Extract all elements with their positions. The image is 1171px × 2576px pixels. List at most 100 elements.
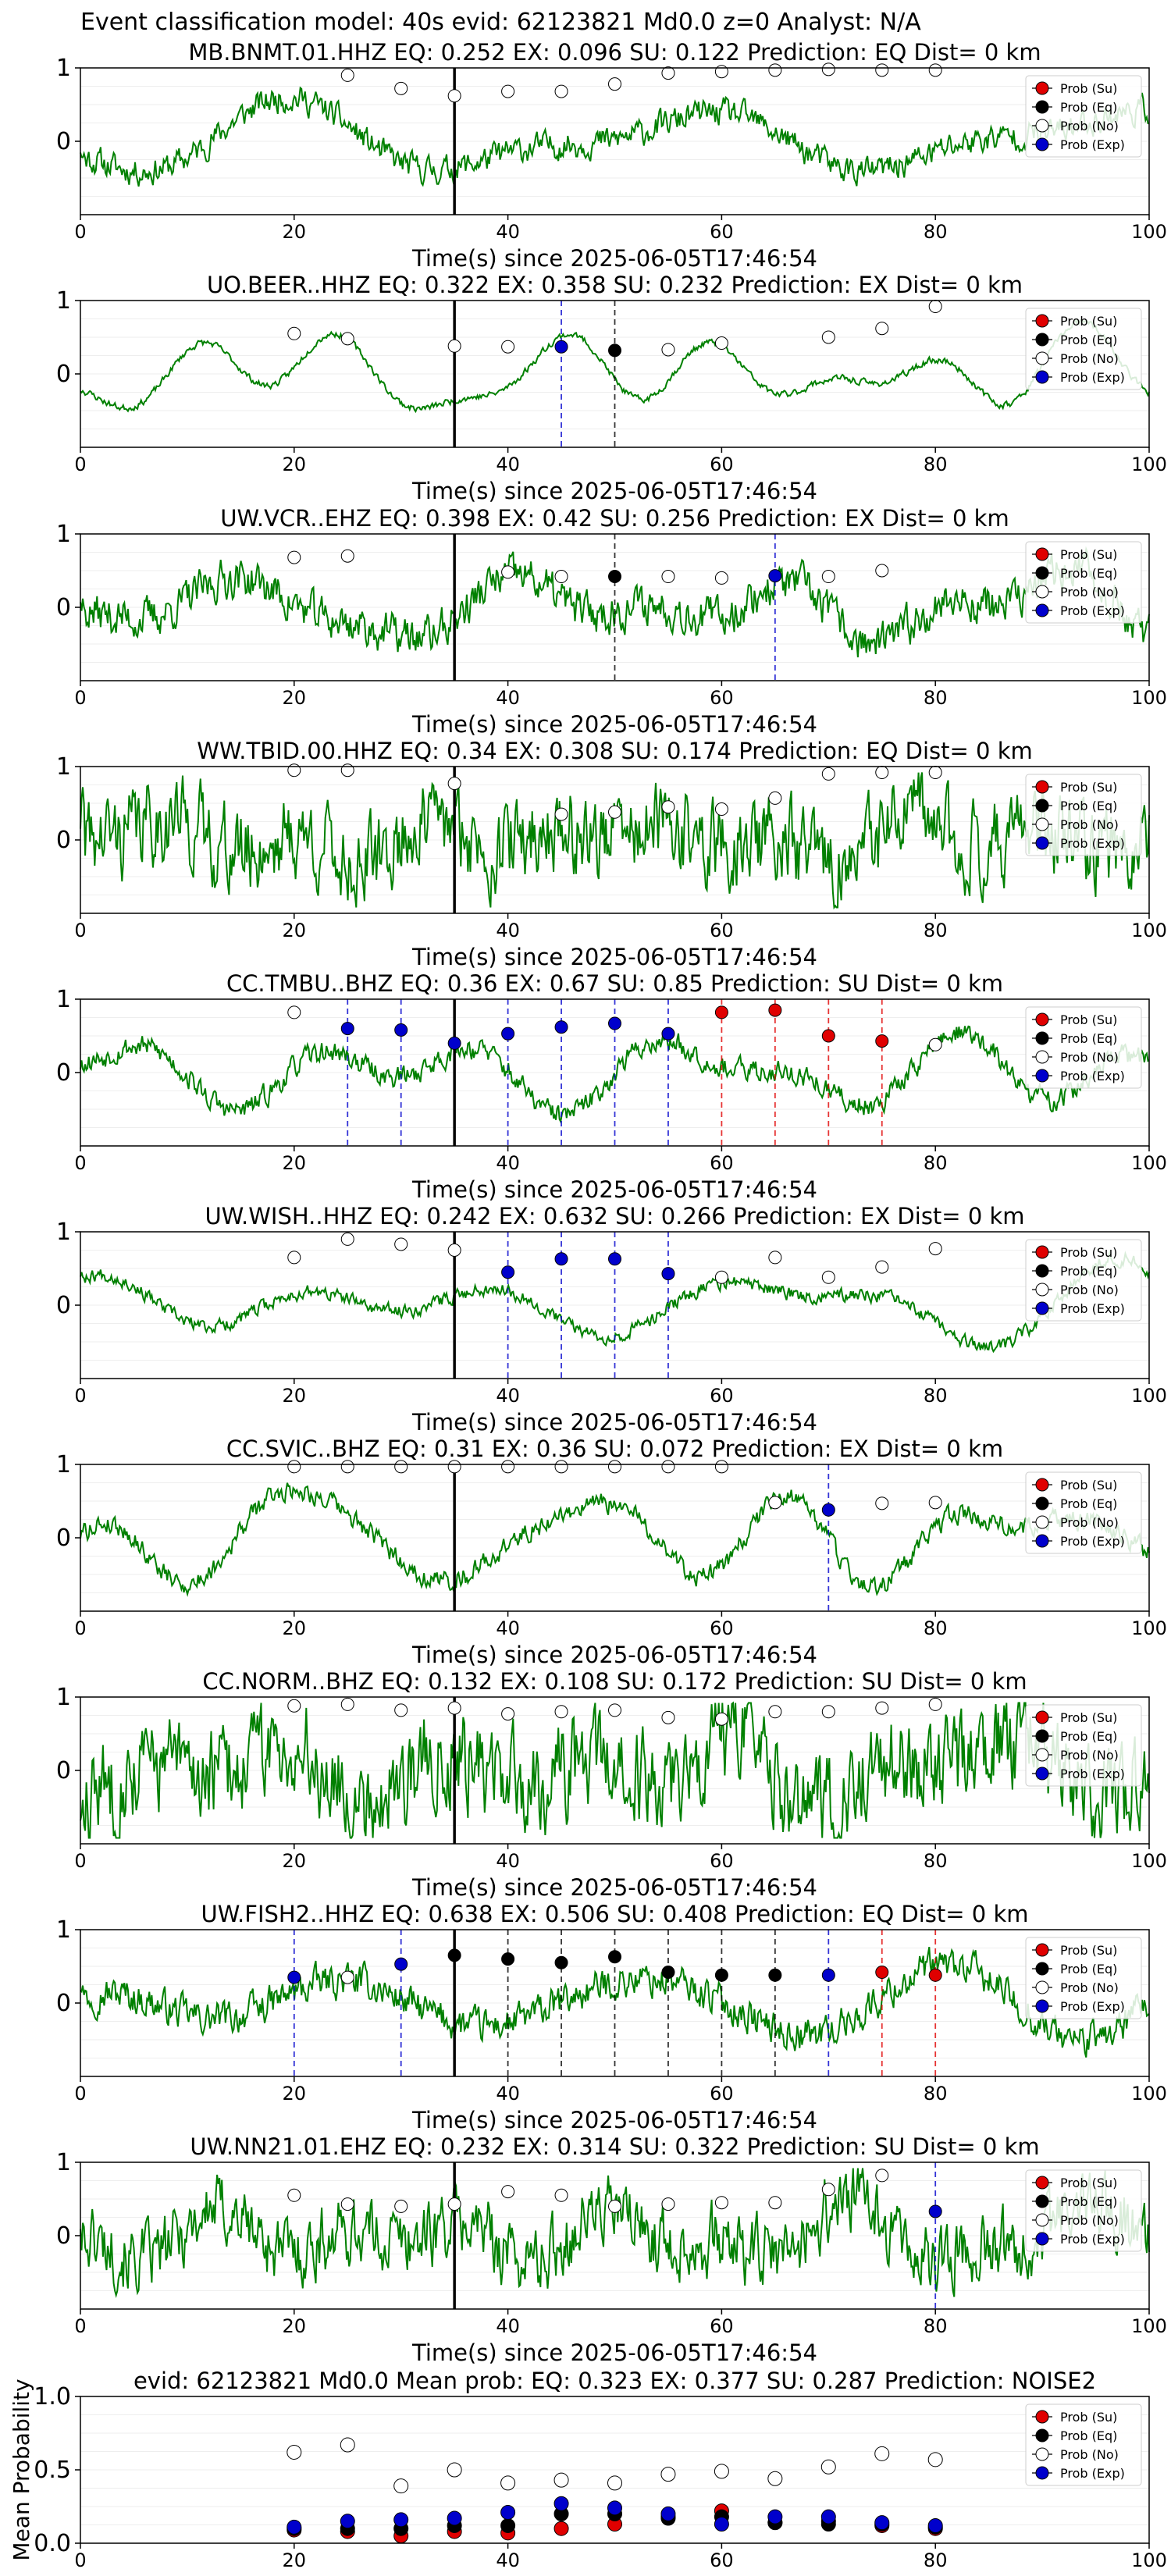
y-tick-label: 0 bbox=[56, 361, 71, 388]
x-tick-label: 100 bbox=[1131, 1152, 1167, 1174]
legend-marker-no bbox=[1035, 119, 1049, 133]
legend-label-no: Prob (No) bbox=[1060, 1283, 1119, 1297]
prob-marker-no bbox=[501, 2185, 515, 2199]
panel-9: UW.FISH2..HHZ EQ: 0.638 EX: 0.506 SU: 0.… bbox=[56, 1901, 1167, 2133]
prob-marker-no bbox=[821, 570, 835, 584]
prob-marker-no bbox=[501, 84, 515, 98]
y-tick-label: 1 bbox=[56, 1451, 71, 1478]
mean-marker-exp bbox=[927, 2517, 943, 2533]
x-tick-label: 60 bbox=[710, 920, 734, 941]
prob-marker-no bbox=[661, 343, 675, 357]
prob-marker-no bbox=[394, 81, 408, 95]
prob-marker-no bbox=[768, 63, 782, 77]
prob-marker-no bbox=[768, 791, 782, 805]
x-tick-label: 0 bbox=[74, 1617, 86, 1639]
prob-marker-no bbox=[714, 802, 728, 817]
waveform-trace bbox=[80, 1947, 1150, 2058]
prob-marker-no bbox=[608, 805, 621, 819]
legend-marker-su bbox=[1035, 1012, 1049, 1026]
x-tick-label: 80 bbox=[924, 1152, 948, 1174]
prob-marker-exp bbox=[608, 1016, 621, 1030]
prob-marker-no bbox=[875, 322, 889, 336]
mean-marker-no bbox=[500, 2475, 516, 2491]
prob-marker-exp bbox=[554, 1252, 568, 1266]
x-tick-label: 20 bbox=[283, 1152, 307, 1174]
mean-marker-exp bbox=[500, 2505, 516, 2521]
prob-marker-no bbox=[554, 807, 568, 821]
prob-marker-no bbox=[875, 766, 889, 780]
mean-marker-exp bbox=[393, 2512, 409, 2528]
mean-marker-exp bbox=[660, 2506, 676, 2521]
y-tick-label: 0 bbox=[56, 1059, 71, 1087]
prob-marker-no bbox=[340, 2197, 354, 2211]
legend-marker-no bbox=[1035, 1283, 1049, 1297]
y-tick-label: 1 bbox=[56, 1684, 71, 1711]
prob-marker-exp bbox=[821, 1968, 835, 1982]
x-tick-label: 0 bbox=[74, 1850, 86, 1872]
prob-marker-no bbox=[447, 2197, 461, 2211]
legend-box bbox=[1025, 75, 1142, 158]
legend-label-no: Prob (No) bbox=[1060, 817, 1119, 832]
legend-marker-no bbox=[1035, 2213, 1049, 2227]
prob-marker-no bbox=[394, 1237, 408, 1251]
mean-marker-exp bbox=[447, 2510, 462, 2526]
prob-marker-su bbox=[875, 1966, 889, 1980]
panel-11: evid: 62123821 Md0.0 Mean prob: EQ: 0.32… bbox=[9, 2368, 1167, 2571]
x-tick-label: 40 bbox=[496, 920, 520, 941]
prob-marker-no bbox=[287, 1251, 301, 1265]
legend-label-eq: Prob (Eq) bbox=[1060, 799, 1117, 813]
legend-marker-su bbox=[1035, 2410, 1049, 2424]
x-tick-label: 0 bbox=[74, 920, 86, 941]
x-tick-label: 80 bbox=[924, 687, 948, 709]
legend-marker-su bbox=[1035, 547, 1049, 561]
y-tick-label: 1 bbox=[56, 2149, 71, 2176]
x-tick-label: 40 bbox=[496, 1152, 520, 1174]
legend-box bbox=[1025, 1006, 1142, 1089]
x-tick-label: 20 bbox=[283, 687, 307, 709]
prob-marker-no bbox=[340, 1232, 354, 1246]
prob-marker-no bbox=[714, 1712, 728, 1726]
legend-label-eq: Prob (Eq) bbox=[1060, 1264, 1117, 1279]
legend-label-no: Prob (No) bbox=[1060, 2213, 1119, 2228]
prob-marker-no bbox=[928, 1496, 942, 1510]
x-axis-label: Time(s) since 2025-06-05T17:46:54 bbox=[411, 1176, 817, 1203]
legend-label-eq: Prob (Eq) bbox=[1060, 1729, 1117, 1744]
legend-marker-eq bbox=[1035, 2428, 1049, 2443]
panel-title: CC.NORM..BHZ EQ: 0.132 EX: 0.108 SU: 0.1… bbox=[202, 1668, 1027, 1695]
y-tick-label: 1 bbox=[56, 55, 71, 82]
legend-marker-eq bbox=[1035, 1729, 1049, 1743]
prob-marker-no bbox=[394, 2199, 408, 2213]
prob-marker-no bbox=[821, 1705, 835, 1719]
prob-marker-no bbox=[287, 2188, 301, 2202]
x-tick-label: 100 bbox=[1131, 687, 1167, 709]
legend-label-eq: Prob (Eq) bbox=[1060, 2428, 1117, 2443]
prob-marker-no bbox=[554, 1705, 568, 1719]
x-tick-label: 60 bbox=[710, 687, 734, 709]
legend-label-exp: Prob (Exp) bbox=[1060, 1534, 1125, 1549]
prob-marker-no bbox=[875, 1701, 889, 1715]
legend-marker-eq bbox=[1035, 1031, 1049, 1045]
legend-marker-no bbox=[1035, 817, 1049, 831]
panel-5: CC.TMBU..BHZ EQ: 0.36 EX: 0.67 SU: 0.85 … bbox=[56, 970, 1167, 1203]
y-tick-label: 1.0 bbox=[34, 2383, 71, 2411]
legend-label-su: Prob (Su) bbox=[1060, 1012, 1117, 1027]
x-tick-label: 0 bbox=[74, 1152, 86, 1174]
legend-marker-eq bbox=[1035, 1264, 1049, 1278]
prob-marker-no bbox=[554, 84, 568, 98]
x-tick-label: 60 bbox=[710, 1152, 734, 1174]
x-tick-label: 0 bbox=[74, 1385, 86, 1407]
x-tick-label: 60 bbox=[710, 2315, 734, 2337]
prob-marker-no bbox=[714, 1270, 728, 1284]
x-tick-label: 100 bbox=[1131, 454, 1167, 475]
prob-marker-su bbox=[821, 1029, 835, 1043]
x-tick-label: 40 bbox=[496, 687, 520, 709]
prob-marker-no bbox=[501, 1707, 515, 1721]
panel-10: UW.NN21.01.EHZ EQ: 0.232 EX: 0.314 SU: 0… bbox=[56, 2133, 1167, 2366]
prob-marker-eq bbox=[608, 343, 621, 358]
prob-marker-no bbox=[447, 339, 461, 353]
panel-title: UW.WISH..HHZ EQ: 0.242 EX: 0.632 SU: 0.2… bbox=[205, 1203, 1024, 1229]
mean-marker-exp bbox=[874, 2515, 890, 2531]
legend-label-eq: Prob (Eq) bbox=[1060, 100, 1117, 115]
mean-marker-exp bbox=[607, 2500, 622, 2516]
